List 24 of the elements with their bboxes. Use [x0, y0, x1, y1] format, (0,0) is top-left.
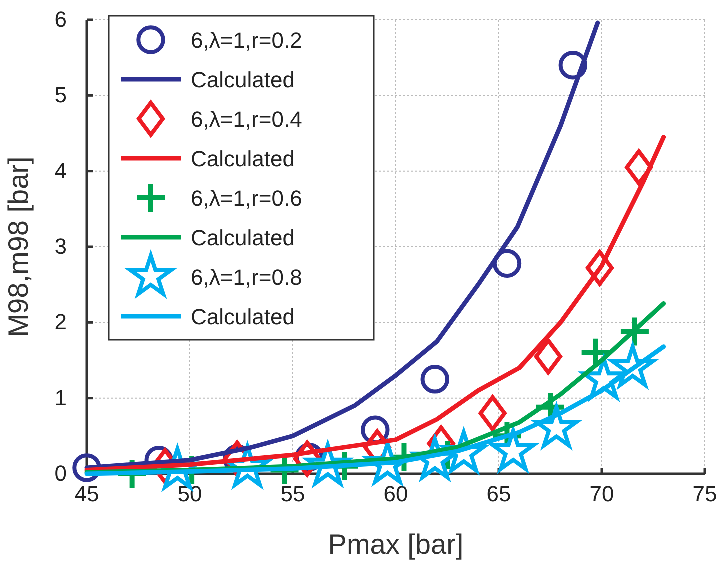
x-tick-label: 75 — [692, 482, 717, 507]
y-tick-label: 5 — [54, 82, 67, 108]
x-tick-label: 45 — [74, 482, 100, 507]
x-tick-label: 50 — [178, 482, 202, 507]
legend-label: Calculated — [191, 304, 295, 330]
legend-label: 6,λ=1,r=0.2 — [191, 28, 302, 53]
y-tick-label: 4 — [54, 158, 67, 184]
legend-label: Calculated — [191, 146, 295, 172]
y-tick-label: 0 — [54, 461, 67, 486]
x-tick-label: 60 — [384, 482, 408, 507]
legend-label: 6,λ=1,r=0.8 — [191, 265, 302, 290]
y-axis-title: M98,m98 [bar] — [3, 156, 34, 338]
x-axis-title: Pmax [bar] — [328, 529, 464, 560]
y-tick-label: 1 — [54, 385, 67, 410]
y-tick-label: 2 — [54, 310, 67, 335]
legend-label: Calculated — [191, 68, 295, 92]
legend-label: Calculated — [191, 226, 295, 250]
x-tick-label: 70 — [590, 482, 614, 507]
y-tick-label: 6 — [54, 7, 67, 32]
legend-label: 6,λ=1,r=0.4 — [191, 107, 302, 132]
legend-label: 6,λ=1,r=0.6 — [191, 186, 302, 211]
x-tick-label: 65 — [486, 482, 512, 507]
y-tick-label: 3 — [54, 234, 67, 260]
x-tick-label: 55 — [280, 482, 306, 507]
